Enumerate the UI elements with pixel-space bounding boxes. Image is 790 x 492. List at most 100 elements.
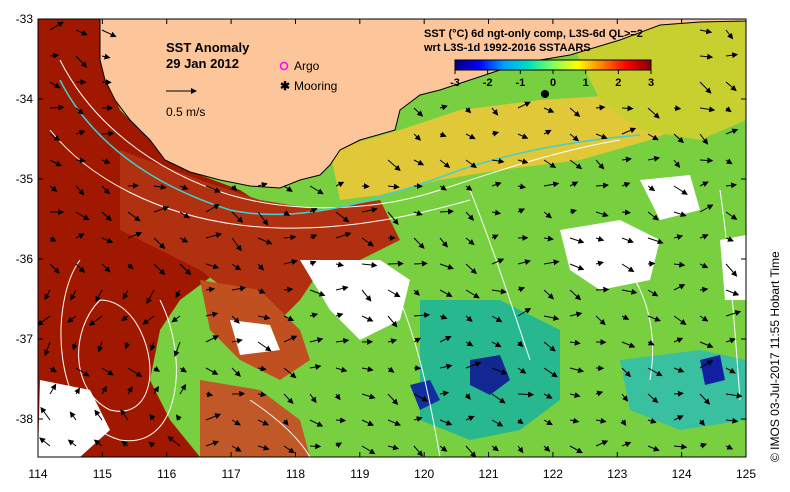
current-vector-arrow (231, 367, 241, 377)
current-vector-arrow (673, 211, 687, 218)
current-vector-arrow (127, 231, 143, 239)
current-vector-arrow (569, 107, 581, 117)
current-vector-arrow (413, 312, 431, 319)
current-vector-arrow (517, 158, 529, 165)
current-vector-arrow (595, 260, 604, 267)
x-tick-label: 114 (28, 467, 47, 481)
current-vector-arrow (153, 366, 161, 372)
current-vector-arrow (127, 263, 134, 270)
current-vector-arrow (49, 383, 57, 395)
map-date: 29 Jan 2012 (166, 56, 239, 71)
current-vector-arrow (569, 208, 577, 215)
cold-anomaly-blue-3 (700, 355, 725, 385)
current-vector-arrow (309, 312, 319, 319)
current-vector-arrow (335, 261, 345, 268)
no-data-gap-5 (720, 235, 746, 300)
argo-legend-label: Argo (294, 59, 320, 73)
argo-marker-icon (279, 61, 289, 71)
current-vector-arrow (699, 81, 712, 94)
current-vector-arrow (491, 367, 508, 375)
current-vector-arrow (75, 211, 90, 221)
current-vector-arrow (309, 289, 326, 297)
current-vector-arrow (621, 209, 631, 216)
current-vector-arrow (257, 365, 267, 372)
current-vector-arrow (335, 442, 343, 449)
shelf-front (59, 79, 641, 216)
current-vector-arrow (673, 234, 684, 241)
current-vector-arrow (309, 443, 322, 450)
current-vector-arrow (39, 437, 51, 447)
current-vector-arrow (647, 107, 660, 119)
current-vector-arrow (205, 263, 220, 270)
colorbar-tick-label: -3 (450, 77, 460, 89)
current-vector-arrow (205, 413, 222, 421)
current-vector-arrow (175, 289, 182, 299)
current-vector-arrow (698, 419, 705, 426)
current-vector-arrow (725, 158, 733, 165)
current-vector-arrow (413, 133, 422, 141)
x-tick-label: 120 (414, 467, 434, 481)
current-vector-arrow (361, 237, 374, 247)
product-description-line2: wrt L3S-1d 1992-2016 SSTAARS (423, 42, 591, 54)
current-vector-arrow (179, 366, 187, 373)
current-vector-arrow (153, 263, 166, 276)
plot-frame (37, 18, 747, 458)
current-vector-arrow (621, 237, 634, 244)
current-vector-arrow (124, 341, 131, 350)
current-vector-arrow (517, 445, 524, 454)
current-vector-arrow (647, 133, 659, 141)
current-vector-arrow (257, 419, 270, 426)
colorbar-tick-label: 0 (550, 77, 556, 89)
colorbar-tick-label: 2 (615, 77, 621, 89)
current-vector-arrow (465, 237, 475, 246)
y-tick-label: -36 (16, 252, 34, 266)
current-vector-arrow (699, 442, 708, 449)
current-vector-arrow (569, 289, 582, 301)
credit-text: © IMOS 03-Jul-2017 11:55 Hobart Time (768, 251, 782, 462)
current-vector-arrow (621, 367, 632, 378)
current-vector-arrow (205, 185, 221, 193)
colorbar-ticks: -3 -2 -1 0 1 2 3 (450, 70, 654, 89)
current-vector-arrow (167, 435, 181, 447)
current-vector-arrow (387, 315, 398, 328)
current-vector-arrow (387, 393, 399, 406)
current-vector-arrow (283, 393, 294, 405)
current-vector-arrow (66, 315, 77, 323)
current-vector-arrow (647, 315, 661, 322)
current-vector-arrow (595, 159, 605, 170)
current-vector-arrow (72, 341, 78, 351)
current-vector-arrow (283, 315, 295, 321)
current-vector-arrow (142, 315, 155, 325)
current-vector-arrow (283, 185, 293, 192)
y-tick-label: -37 (16, 332, 34, 346)
current-vector-arrow (231, 419, 241, 426)
current-vector-arrow (543, 341, 556, 352)
current-vector-arrow (153, 205, 170, 213)
current-vector-arrow (517, 286, 526, 293)
current-vector-arrow (569, 311, 583, 318)
current-vector-arrow (49, 366, 57, 373)
current-vector-arrow (361, 289, 372, 302)
current-vector-arrow (413, 393, 429, 402)
current-vector-arrow (647, 185, 656, 192)
current-vector-arrow (725, 337, 736, 344)
land-australia (99, 19, 746, 189)
current-vector-arrow (231, 285, 247, 292)
current-vector-arrow (75, 367, 90, 377)
current-vector-arrow (725, 444, 734, 450)
current-vector-arrow (699, 28, 713, 35)
current-vector-arrow (491, 107, 499, 116)
current-vector-arrow (309, 234, 318, 240)
current-vector-arrow (309, 364, 322, 370)
current-vector-arrow (257, 211, 269, 226)
current-vector-arrow (699, 315, 709, 322)
current-vector-arrow (335, 211, 350, 223)
current-vector-arrow (621, 105, 634, 112)
current-vector-arrow (595, 417, 607, 424)
current-vector-arrow (673, 284, 686, 291)
current-vector-arrow (569, 417, 580, 424)
current-vector-arrow (569, 367, 585, 374)
current-vector-arrow (595, 440, 609, 447)
current-vector-arrow (439, 313, 448, 320)
current-vector-arrow (413, 237, 425, 249)
